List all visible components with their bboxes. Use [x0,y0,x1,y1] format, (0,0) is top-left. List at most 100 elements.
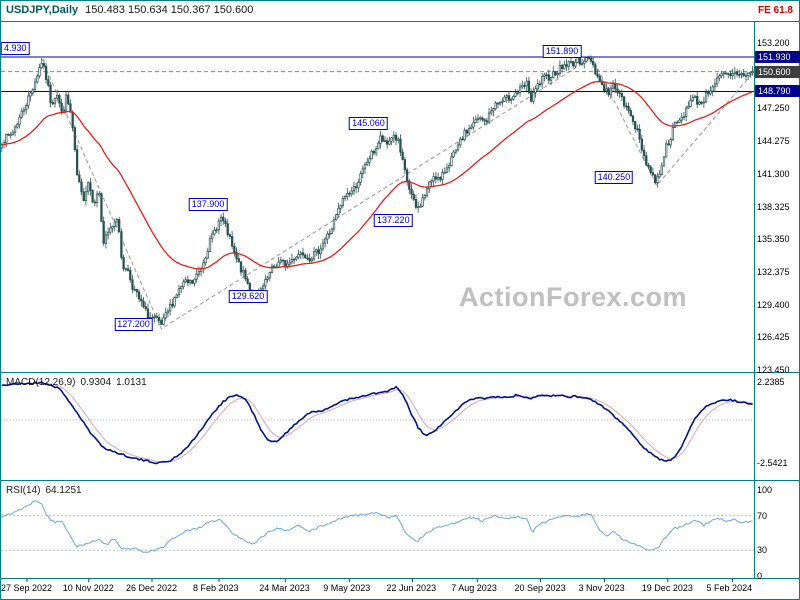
candle-body [11,131,15,136]
candle-body [512,95,515,100]
candle-body [115,219,119,223]
candle-body [279,259,283,263]
candle-body [552,71,555,79]
candle-body [106,231,110,236]
candle-body [443,171,446,174]
candle-body [126,268,130,271]
candle-body [702,101,706,104]
candle-body [228,234,232,237]
candle-body [676,121,679,124]
candle-body [224,220,227,225]
candle-body [109,227,112,233]
candle-body [162,317,165,325]
candle-body [31,89,34,94]
candle-body [383,140,387,142]
candle-body [687,106,690,109]
candle-body [560,65,564,70]
candle-body [60,102,63,112]
candle-body [649,166,652,174]
candle-body [111,226,114,229]
candle-body [343,196,347,199]
candle-body [370,150,373,160]
candle-body [142,300,145,307]
candle-body [656,176,659,183]
candle-body [738,74,741,76]
candle-body [27,95,30,107]
candle-body [658,173,661,178]
candle-body [574,61,577,67]
candle-body [501,100,504,103]
candle-body [485,120,488,123]
candle-body [62,109,65,112]
candle-body [563,64,566,70]
candle-body [177,288,181,296]
candle-body [135,289,139,293]
candle-body [490,110,493,114]
candle-body [580,63,584,65]
candle-body [467,128,471,134]
candle-body [700,102,703,104]
candle-body [175,294,178,298]
candle-body [78,174,81,183]
candle-body [434,176,438,180]
candle-body [53,97,57,105]
candle-body [680,117,683,121]
candle-body [534,88,537,93]
candle-body [131,279,134,290]
candle-body [16,123,19,128]
ma-line [1,81,753,270]
candle-body [727,73,730,75]
candle-body [651,172,655,176]
candle-body [149,316,152,320]
candle-body [204,257,207,264]
candle-body [80,181,83,193]
candle-body [436,176,440,180]
candle-body [456,144,460,151]
candle-body [724,72,728,75]
candle-body [341,198,345,206]
candle-body [735,71,739,75]
candle-body [22,109,26,112]
candle-body [432,176,435,182]
candle-body [244,270,247,280]
candle-body [399,138,402,153]
candle-body [335,214,338,221]
chart-header: USDJPY,Daily 150.483 150.634 150.367 150.… [6,4,253,16]
candle-body [164,312,167,319]
candle-body [84,191,88,202]
rsi-value: 64.1251 [45,485,82,496]
candle-body [607,88,610,96]
candle-body [332,219,336,230]
candle-body [412,193,415,200]
candle-body [498,101,502,105]
candle-body [323,238,327,244]
candle-body [237,258,240,263]
candle-body [684,107,688,117]
candle-body [157,317,161,321]
candle-body [368,158,371,163]
candle-body [647,164,650,168]
candle-body [363,164,367,170]
candle-body [567,61,570,67]
candle-body [337,207,340,215]
candle-body [598,75,601,82]
candle-body [521,85,524,88]
candle-body [545,74,548,77]
candle-body [292,258,296,261]
candle-body [129,269,132,281]
candle-body [13,126,17,133]
candle-body [549,77,553,81]
candle-body [51,102,54,105]
candle-body [357,181,360,189]
candle-body [259,288,263,292]
candle-body [419,205,422,208]
candle-body [193,278,196,284]
candle-body [448,165,451,169]
candle-body [709,90,712,95]
candle-body [374,148,378,154]
candle-body [583,60,586,64]
candle-body [527,80,531,93]
candle-body [372,150,376,154]
candle-body [689,100,692,107]
